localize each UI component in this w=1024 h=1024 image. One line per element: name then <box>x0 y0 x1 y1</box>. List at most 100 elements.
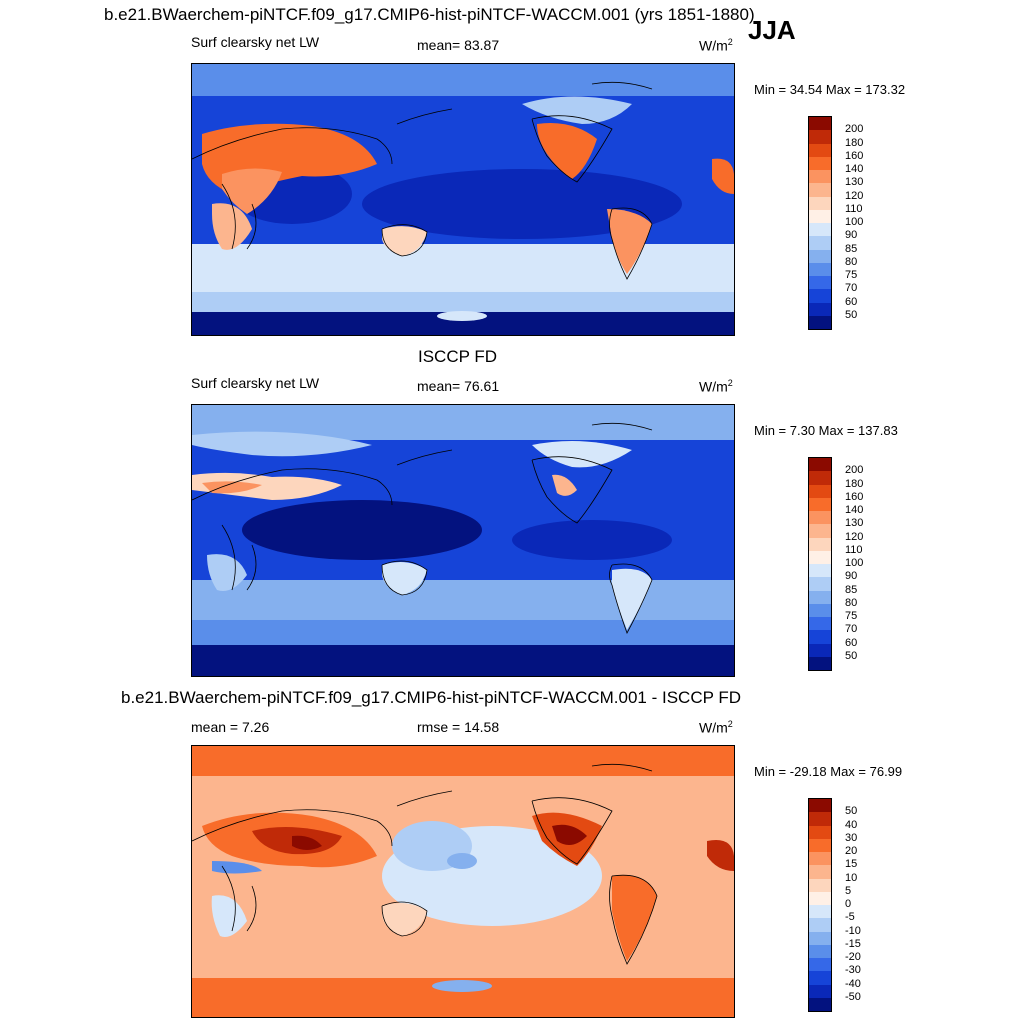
colorbar-tick-label: 80 <box>845 255 858 268</box>
colorbar-swatch <box>809 484 831 498</box>
colorbar-tick-label: 30 <box>845 831 858 844</box>
colorbar-tick-label: 180 <box>845 136 864 149</box>
colorbar-swatch <box>809 276 831 290</box>
colorbar-swatch <box>809 905 831 919</box>
colorbar-swatch <box>809 852 831 866</box>
panel-3-units: W/m2 <box>699 719 733 736</box>
colorbar-swatch <box>809 196 831 210</box>
colorbar-swatch <box>809 497 831 511</box>
panel-2-minmax: Min = 7.30 Max = 137.83 <box>754 423 898 438</box>
colorbar-swatch <box>809 249 831 263</box>
colorbar-tick-label: 100 <box>845 557 864 569</box>
colorbar-tick-label: 70 <box>845 282 858 295</box>
colorbar-swatch <box>809 825 831 839</box>
colorbar-tick-label: -20 <box>845 951 861 963</box>
colorbar-swatch <box>809 799 831 813</box>
colorbar-tick-label: 10 <box>845 871 858 884</box>
colorbar-swatch <box>809 931 831 945</box>
colorbar-tick-label: 110 <box>845 543 863 556</box>
colorbar-tick-label: 80 <box>845 596 858 609</box>
colorbar-swatch <box>809 891 831 905</box>
colorbar-swatch <box>809 170 831 184</box>
colorbar-swatch <box>809 315 831 329</box>
panel-3-minmax: Min = -29.18 Max = 76.99 <box>754 764 903 779</box>
colorbar-tick-label: 90 <box>845 570 858 583</box>
colorbar-swatch <box>809 944 831 958</box>
colorbar-swatch <box>809 838 831 852</box>
colorbar-swatch <box>809 958 831 972</box>
panel-1-variable-label: Surf clearsky net LW <box>191 34 320 50</box>
colorbar-swatch <box>809 590 831 604</box>
panel-3-colorbar <box>808 798 832 1012</box>
colorbar-tick-label: 140 <box>845 163 864 175</box>
colorbar-tick-label: 200 <box>845 464 864 477</box>
colorbar-tick-label: -30 <box>845 964 861 977</box>
colorbar-tick-label: 40 <box>845 818 858 831</box>
panel-1-minmax: Min = 34.54 Max = 173.32 <box>754 82 906 97</box>
colorbar-tick-label: 160 <box>845 490 864 503</box>
colorbar-swatch <box>809 865 831 879</box>
panel-1-units: W/m2 <box>699 37 733 54</box>
colorbar-tick-label: 110 <box>845 202 863 215</box>
panel-1-map <box>191 63 735 336</box>
colorbar-tick-label: 75 <box>845 269 858 281</box>
colorbar-swatch <box>809 289 831 303</box>
colorbar-swatch <box>809 630 831 644</box>
panel-1-mean-label: mean= 83.87 <box>417 37 500 53</box>
panel-2-colorbar <box>808 457 832 671</box>
colorbar-tick-label: 5 <box>845 884 852 897</box>
colorbar-tick-label: 85 <box>845 242 858 255</box>
colorbar-tick-label: 180 <box>845 477 864 490</box>
colorbar-swatch <box>809 458 831 472</box>
colorbar-tick-label: 0 <box>845 898 852 910</box>
colorbar-tick-label: -40 <box>845 977 861 990</box>
colorbar-tick-label: 120 <box>845 189 864 202</box>
panel-2-title: ISCCP FD <box>418 347 498 366</box>
colorbar-swatch <box>809 130 831 144</box>
colorbar-swatch <box>809 183 831 197</box>
colorbar-tick-label: -5 <box>845 911 855 924</box>
colorbar-tick-label: 70 <box>845 623 858 636</box>
panel-1-title: b.e21.BWaerchem-piNTCF.f09_g17.CMIP6-his… <box>104 5 755 24</box>
colorbar-swatch <box>809 471 831 485</box>
colorbar-tick-label: 50 <box>845 649 858 662</box>
colorbar-swatch <box>809 117 831 131</box>
colorbar-swatch <box>809 262 831 276</box>
colorbar-tick-label: -10 <box>845 924 861 937</box>
colorbar-tick-label: 50 <box>845 308 858 321</box>
colorbar-tick-label: -15 <box>845 937 861 950</box>
panel-3-map <box>191 745 735 1018</box>
colorbar-swatch <box>809 550 831 564</box>
colorbar-swatch <box>809 209 831 223</box>
colorbar-tick-label: 75 <box>845 610 858 622</box>
colorbar-tick-label: 120 <box>845 530 864 543</box>
colorbar-tick-label: 60 <box>845 636 858 649</box>
colorbar-swatch <box>809 812 831 826</box>
colorbar-tick-label: 140 <box>845 504 864 516</box>
panel-2-units: W/m2 <box>699 378 733 395</box>
colorbar-tick-label: 160 <box>845 149 864 162</box>
panel-3-rmse-label: rmse = 14.58 <box>417 719 500 735</box>
colorbar-swatch <box>809 617 831 631</box>
panel-3-mean-label: mean = 7.26 <box>191 719 270 735</box>
colorbar-swatch <box>809 236 831 250</box>
colorbar-swatch <box>809 537 831 551</box>
colorbar-tick-label: 50 <box>845 805 858 818</box>
colorbar-tick-label: 60 <box>845 295 858 308</box>
colorbar-swatch <box>809 302 831 316</box>
colorbar-tick-label: 90 <box>845 229 858 242</box>
colorbar-swatch <box>809 971 831 985</box>
colorbar-tick-label: 130 <box>845 176 864 189</box>
colorbar-swatch <box>809 577 831 591</box>
colorbar-tick-label: 85 <box>845 583 858 596</box>
colorbar-tick-label: 200 <box>845 123 864 136</box>
colorbar-swatch <box>809 997 831 1011</box>
colorbar-swatch <box>809 564 831 578</box>
panel-2-variable-label: Surf clearsky net LW <box>191 375 320 391</box>
colorbar-swatch <box>809 918 831 932</box>
panel-2-map <box>191 404 735 677</box>
colorbar-swatch <box>809 143 831 157</box>
colorbar-swatch <box>809 656 831 670</box>
panel-1-colorbar <box>808 116 832 330</box>
colorbar-swatch <box>809 524 831 538</box>
